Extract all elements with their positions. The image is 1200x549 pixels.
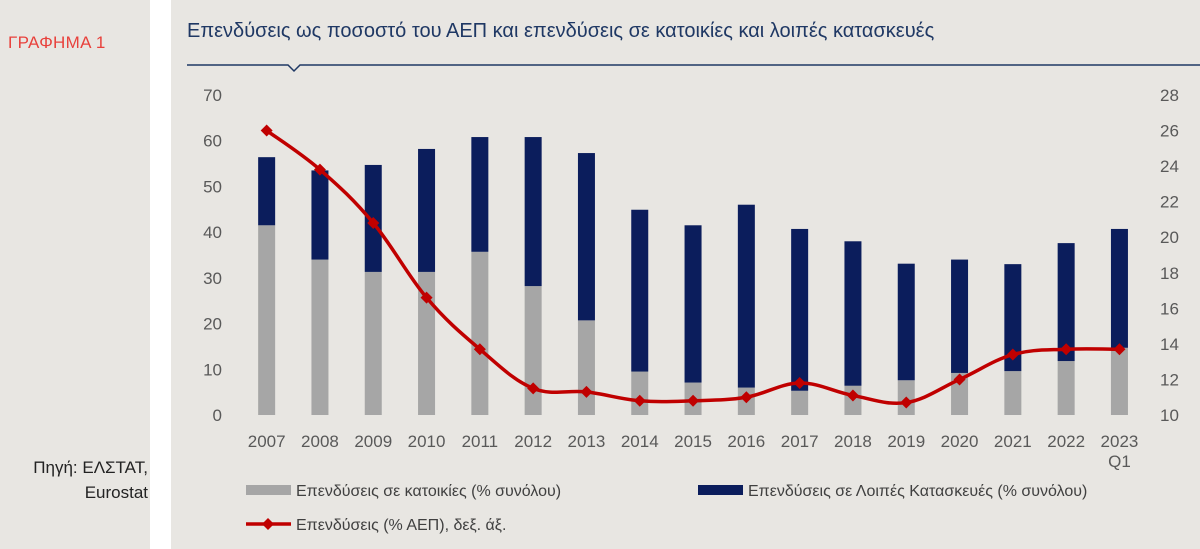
graph-label: ΓΡΑΦΗΜΑ 1 xyxy=(8,33,106,52)
line-marker xyxy=(420,291,433,304)
x-tick-label: 2018 xyxy=(834,432,872,451)
bar-other-construction xyxy=(631,209,649,372)
line-marker xyxy=(1113,343,1126,356)
bar-housing xyxy=(631,371,649,415)
x-tick-label: 2009 xyxy=(354,432,392,451)
bar-other-construction xyxy=(577,153,595,321)
x-tick-label: 2010 xyxy=(408,432,446,451)
source-note: Πηγή: ΕΛΣΤΑΤ, Eurostat xyxy=(0,455,148,505)
chart-title: Επενδύσεις ως ποσοστό του ΑΕΠ και επενδύ… xyxy=(187,20,935,42)
x-tick-label: 2017 xyxy=(781,432,819,451)
line-marker xyxy=(740,391,753,404)
x-tick-label: 2023 xyxy=(1101,432,1139,451)
bar-housing xyxy=(577,320,595,415)
bar-housing xyxy=(1110,347,1128,415)
x-tick-label: 2021 xyxy=(994,432,1032,451)
line-marker xyxy=(687,394,700,407)
y-left-tick-label: 30 xyxy=(203,269,222,288)
y-left-tick-label: 20 xyxy=(203,315,222,334)
y-right-tick-label: 28 xyxy=(1160,86,1179,105)
bar-housing xyxy=(524,286,542,415)
bar-other-construction xyxy=(791,228,809,391)
bar-housing xyxy=(951,372,969,415)
bar-other-construction xyxy=(471,137,489,252)
y-right-tick-label: 12 xyxy=(1160,370,1179,389)
x-tick-label: 2016 xyxy=(727,432,765,451)
line-marker xyxy=(846,389,859,402)
legend-label-other-construction: Επενδύσεις σε Λοιπές Κατασκευές (% συνόλ… xyxy=(748,483,1087,500)
line-marker xyxy=(1006,348,1019,361)
y-left-tick-label: 50 xyxy=(203,177,222,196)
source-line: Eurostat xyxy=(84,483,148,502)
legend-swatch-housing xyxy=(246,485,291,495)
source-line: Πηγή: ΕΛΣΤΑΤ, xyxy=(33,458,148,477)
legend-label-gdp: Επενδύσεις (% ΑΕΠ), δεξ. άξ. xyxy=(296,517,506,534)
bar-other-construction xyxy=(684,225,702,383)
legend-swatch-other-construction xyxy=(698,485,743,495)
left-sidebar xyxy=(0,0,150,549)
line-marker xyxy=(260,124,273,137)
y-right-tick-label: 10 xyxy=(1160,406,1179,425)
line-marker xyxy=(793,377,806,389)
bar-other-construction xyxy=(1110,228,1128,348)
title-underline xyxy=(187,64,1200,73)
line-marker xyxy=(313,163,326,176)
x-tick-label: Q1 xyxy=(1108,452,1131,471)
bar-other-construction xyxy=(1057,243,1075,362)
line-marker xyxy=(1060,343,1073,356)
bar-housing xyxy=(364,271,382,415)
y-left-tick-label: 60 xyxy=(203,132,222,151)
y-right-tick-label: 14 xyxy=(1160,335,1179,354)
line-marker xyxy=(633,394,646,407)
line-marker xyxy=(473,343,486,356)
x-tick-label: 2015 xyxy=(674,432,712,451)
x-tick-label: 2011 xyxy=(462,432,499,451)
x-tick-label: 2007 xyxy=(248,432,286,451)
x-tick-label: 2022 xyxy=(1047,432,1085,451)
x-tick-label: 2019 xyxy=(887,432,925,451)
bar-other-construction xyxy=(524,137,542,287)
bar-housing xyxy=(471,251,489,415)
line-marker xyxy=(900,396,913,409)
x-tick-label: 2008 xyxy=(301,432,339,451)
x-tick-label: 2012 xyxy=(514,432,552,451)
bar-other-construction xyxy=(737,204,755,388)
y-right-tick-label: 26 xyxy=(1160,122,1179,141)
bar-housing xyxy=(311,259,329,415)
line-marker xyxy=(527,382,540,395)
legend-swatch-gdp-marker xyxy=(262,518,274,530)
y-left-tick-label: 40 xyxy=(203,223,222,242)
line-marker xyxy=(953,373,966,386)
y-left-tick-label: 70 xyxy=(203,86,222,105)
legend-label-housing: Επενδύσεις σε κατοικίες (% συνόλου) xyxy=(296,483,561,500)
bar-housing xyxy=(258,225,276,415)
x-tick-label: 2014 xyxy=(621,432,659,451)
line-marker xyxy=(580,385,593,398)
y-right-tick-label: 22 xyxy=(1160,193,1179,212)
bar-other-construction xyxy=(311,170,329,260)
bar-other-construction xyxy=(258,157,276,226)
bar-housing xyxy=(1004,371,1022,415)
y-right-tick-label: 24 xyxy=(1160,157,1179,176)
y-right-tick-label: 20 xyxy=(1160,228,1179,247)
y-right-tick-label: 16 xyxy=(1160,299,1179,318)
x-tick-label: 2013 xyxy=(568,432,606,451)
bar-other-construction xyxy=(418,148,436,272)
y-left-tick-label: 10 xyxy=(203,360,222,379)
bar-other-construction xyxy=(1004,264,1022,372)
bar-other-construction xyxy=(897,263,915,381)
bar-housing xyxy=(791,390,809,415)
bar-other-construction xyxy=(844,241,862,386)
bar-housing xyxy=(418,271,436,415)
line-investment-gdp xyxy=(265,129,1120,405)
y-left-tick-label: 0 xyxy=(213,406,222,425)
bar-other-construction xyxy=(951,259,969,373)
bar-housing xyxy=(1057,361,1075,415)
x-tick-label: 2020 xyxy=(941,432,979,451)
line-marker xyxy=(367,217,380,229)
y-right-tick-label: 18 xyxy=(1160,264,1179,283)
